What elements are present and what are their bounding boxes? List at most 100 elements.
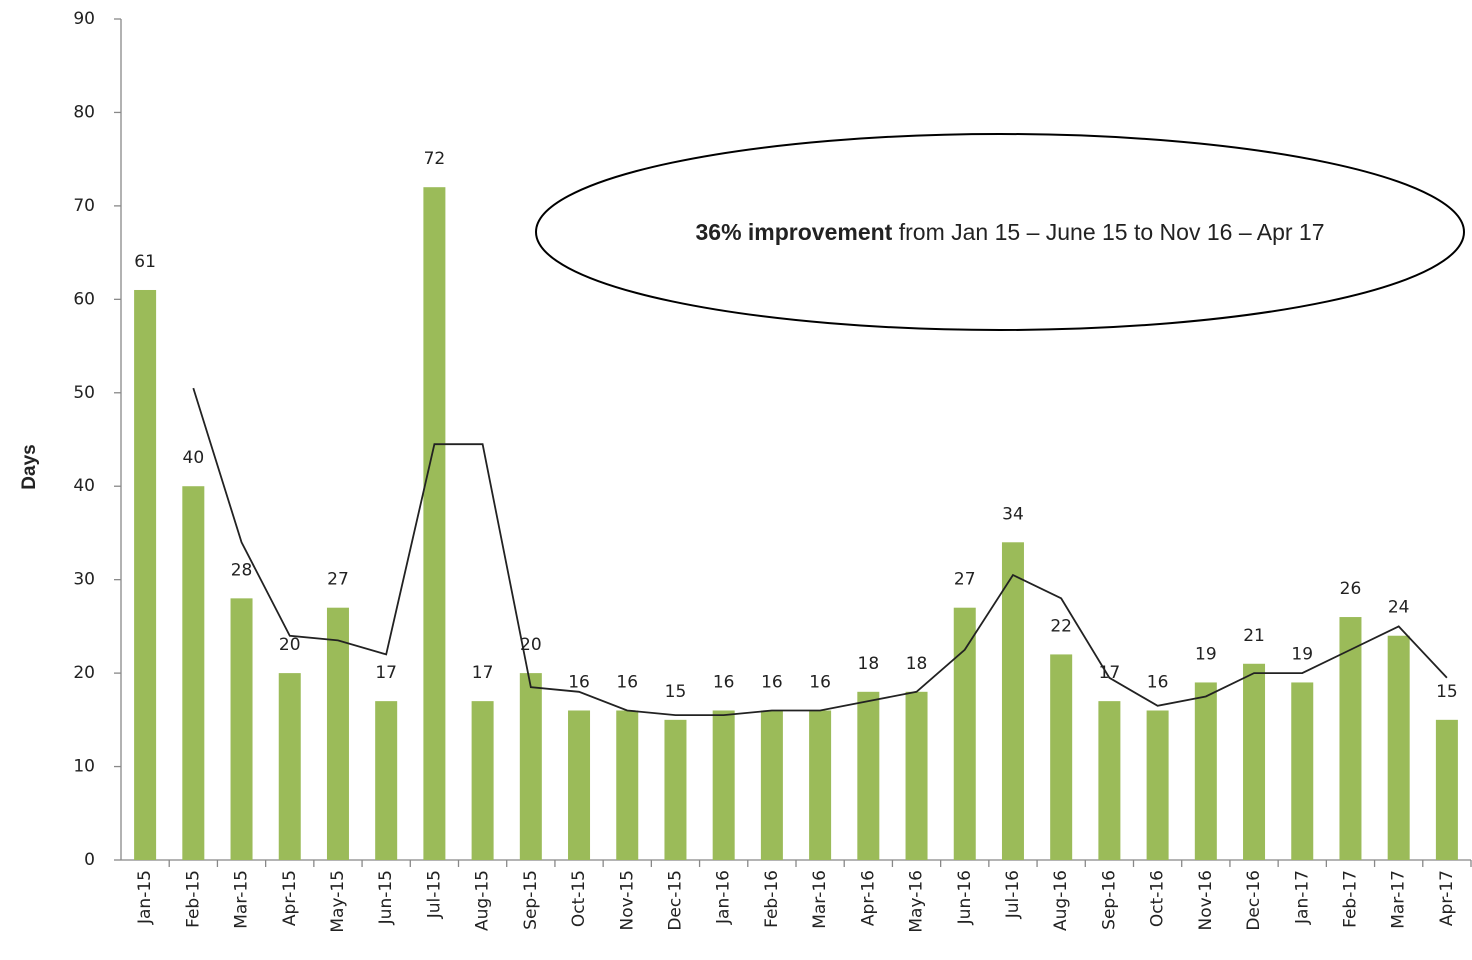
data-label: 16: [809, 672, 831, 692]
data-label: 72: [424, 149, 446, 169]
y-tick-label: 50: [73, 383, 95, 403]
y-axis-label: Days: [19, 444, 40, 489]
x-tick-label: Sep-16: [1099, 870, 1119, 930]
annotation-bold: 36% improvement: [695, 219, 892, 245]
bar: [664, 719, 687, 860]
data-label: 17: [472, 663, 494, 683]
data-label: 24: [1388, 598, 1410, 618]
y-tick-label: 20: [73, 663, 95, 683]
data-label: 19: [1291, 644, 1313, 664]
x-tick-label: Jul-15: [424, 870, 444, 919]
data-label: 16: [1147, 672, 1169, 692]
y-tick-label: 90: [73, 9, 95, 29]
bar: [760, 710, 783, 860]
bar: [519, 673, 542, 860]
data-label: 16: [761, 672, 783, 692]
x-tick-label: Mar-15: [232, 870, 252, 929]
x-tick-label: Mar-17: [1389, 870, 1409, 929]
x-tick-label: Apr-15: [280, 870, 300, 926]
data-label: 16: [568, 672, 590, 692]
y-tick-label: 30: [73, 570, 95, 590]
bar: [809, 710, 832, 860]
x-tick-label: Feb-16: [762, 870, 782, 928]
x-tick-label: Aug-15: [473, 870, 493, 931]
x-tick-label: Jun-16: [955, 870, 975, 925]
y-tick-label: 0: [84, 850, 95, 870]
data-label: 40: [183, 448, 205, 468]
annotation: 36% improvement from Jan 15 – June 15 to…: [695, 219, 1324, 245]
y-tick-label: 80: [73, 102, 95, 122]
x-tick-label: Jul-16: [1003, 870, 1023, 919]
bar: [230, 598, 253, 860]
bar: [1387, 635, 1410, 860]
data-label: 26: [1340, 579, 1362, 599]
data-label: 15: [665, 682, 687, 702]
bar: [1146, 710, 1169, 860]
bar: [134, 289, 157, 860]
bar: [1435, 719, 1458, 860]
bar: [616, 710, 639, 860]
x-tick-label: Aug-16: [1051, 870, 1071, 931]
x-tick-label: May-16: [907, 870, 927, 933]
y-tick-label: 40: [73, 476, 95, 496]
bar: [1243, 663, 1266, 860]
x-tick-label: Jan-15: [135, 870, 155, 925]
bar: [375, 701, 398, 860]
y-tick-label: 10: [73, 757, 95, 777]
data-label: 61: [134, 252, 156, 272]
x-tick-label: Dec-16: [1244, 870, 1264, 931]
bar: [182, 486, 205, 860]
bar: [1194, 682, 1217, 860]
bar: [278, 673, 301, 860]
x-tick-label: Nov-15: [617, 870, 637, 931]
x-tick-label: Jan-16: [714, 870, 734, 925]
x-tick-label: Jan-17: [1292, 870, 1312, 925]
bar: [326, 607, 349, 860]
data-label: 34: [1002, 504, 1024, 524]
annotation-ellipse: [535, 133, 1465, 331]
bar: [568, 710, 591, 860]
line: [192, 387, 1448, 717]
data-label: 27: [327, 570, 349, 590]
data-label: 18: [858, 654, 880, 674]
data-label: 17: [375, 663, 397, 683]
x-tick-label: Sep-15: [521, 870, 541, 930]
bar: [1339, 617, 1362, 860]
bar: [423, 187, 446, 860]
bar: [712, 710, 735, 860]
bar: [1050, 654, 1073, 860]
bar: [1291, 682, 1314, 860]
data-label: 15: [1436, 682, 1458, 702]
bar: [905, 691, 928, 860]
x-tick-label: Dec-15: [665, 870, 685, 931]
data-label: 22: [1050, 616, 1072, 636]
x-tick-label: Apr-16: [858, 870, 878, 926]
data-label: 16: [713, 672, 735, 692]
bar: [1001, 542, 1024, 860]
annotation-text: from Jan 15 – June 15 to Nov 16 – Apr 17: [892, 219, 1324, 245]
x-tick-label: Oct-15: [569, 870, 589, 927]
data-label: 27: [954, 570, 976, 590]
x-tick-label: May-15: [328, 870, 348, 933]
y-tick-label: 60: [73, 289, 95, 309]
x-tick-label: Apr-17: [1437, 870, 1457, 926]
bar: [471, 701, 494, 860]
x-tick-label: Feb-15: [183, 870, 203, 928]
data-label: 28: [231, 560, 253, 580]
data-label: 18: [906, 654, 928, 674]
data-label: 19: [1195, 644, 1217, 664]
x-tick-label: Jun-15: [376, 870, 396, 925]
data-label: 20: [279, 635, 301, 655]
bar: [953, 607, 976, 860]
data-label: 21: [1243, 626, 1265, 646]
x-tick-label: Oct-16: [1148, 870, 1168, 927]
bar: [1098, 701, 1121, 860]
bar: [857, 691, 880, 860]
data-label: 16: [616, 672, 638, 692]
x-tick-label: Feb-17: [1340, 870, 1360, 928]
y-tick-label: 70: [73, 196, 95, 216]
x-tick-label: Nov-16: [1196, 870, 1216, 931]
x-tick-label: Mar-16: [810, 870, 830, 929]
data-label: 20: [520, 635, 542, 655]
